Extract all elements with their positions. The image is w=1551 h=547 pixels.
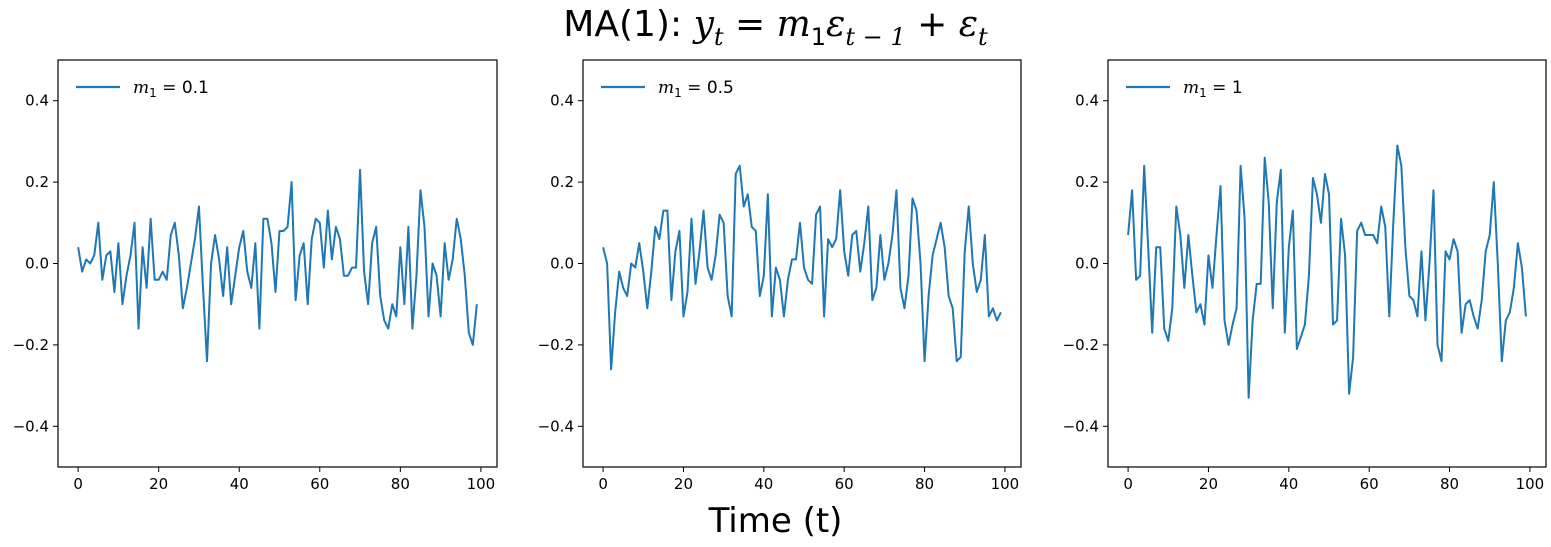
x-tick-label: 60 [1360,475,1379,493]
y-tick-label: 0.0 [25,255,49,273]
legend-label: m1 = 0.5 [658,78,734,100]
y-tick-label: 0.0 [1075,255,1099,273]
y-tick-label: 0.2 [1075,173,1099,191]
series-line [77,168,478,363]
x-tick-label: 100 [1516,475,1545,493]
x-tick-label: 80 [391,475,410,493]
y-tick-label: 0.2 [550,173,574,191]
title-m: m [776,4,811,45]
title-eps2: ε [958,4,979,45]
x-tick-label: 20 [1199,475,1218,493]
y-tick-label: −0.2 [13,336,49,354]
y-tick-label: 0.4 [550,92,574,110]
y-tick-label: −0.2 [1063,336,1099,354]
x-tick-label: 40 [1279,475,1298,493]
y-tick-label: −0.4 [13,417,49,435]
panel-3: 0 20 40 60 80 100 −0.4 −0.2 0.0 0.2 0.4 m1 = 1 [1063,59,1547,493]
y-tick-label: 0.4 [25,92,49,110]
y-tick-label: −0.4 [538,417,574,435]
series-line [602,164,1002,371]
title-y: y [693,4,714,45]
y-tick-label: −0.4 [1063,417,1099,435]
chart-title: MA(1): yt = m1εt − 1 + εt [0,3,1551,49]
x-tick-label: 100 [467,475,496,493]
axes-frame [582,59,1022,468]
x-tick-label: 20 [149,475,168,493]
x-tick-label: 100 [991,475,1020,493]
x-tick-label: 40 [230,475,249,493]
y-tick-label: 0.4 [1075,92,1099,110]
title-m-sub: 1 [810,23,827,51]
x-axis-label: Time (t) [708,501,843,541]
panel-2: 0 20 40 60 80 100 −0.4 −0.2 0.0 0.2 0.4 m1 = 0.5 [538,59,1022,493]
x-tick-label: 0 [73,475,83,493]
title-plus: + [905,4,959,45]
x-tick-label: 0 [598,475,608,493]
y-tick-label: 0.0 [550,255,574,273]
y-tick-label: −0.2 [538,336,574,354]
title-eps1: ε [826,4,846,45]
x-tick-label: 40 [754,475,773,493]
series-line [1127,144,1527,399]
x-tick-label: 60 [310,475,329,493]
x-tick-label: 0 [1123,475,1133,493]
title-prefix: MA(1): [563,4,694,45]
legend-label: m1 = 1 [1183,78,1243,100]
title-y-sub: t [713,23,724,51]
title-eps2-sub: t [978,23,988,51]
title-eps1-sub: t − 1 [845,23,906,51]
legend-label: m1 = 0.1 [133,78,209,100]
title-eq: = [723,4,777,45]
x-tick-label: 60 [835,475,854,493]
x-tick-label: 80 [915,475,934,493]
panel-1: 0 20 40 60 80 100 −0.4 −0.2 0.0 0.2 0.4 m1 = 0.1 [13,59,498,493]
y-tick-label: 0.2 [25,173,49,191]
x-tick-label: 80 [1440,475,1459,493]
x-tick-label: 20 [674,475,693,493]
